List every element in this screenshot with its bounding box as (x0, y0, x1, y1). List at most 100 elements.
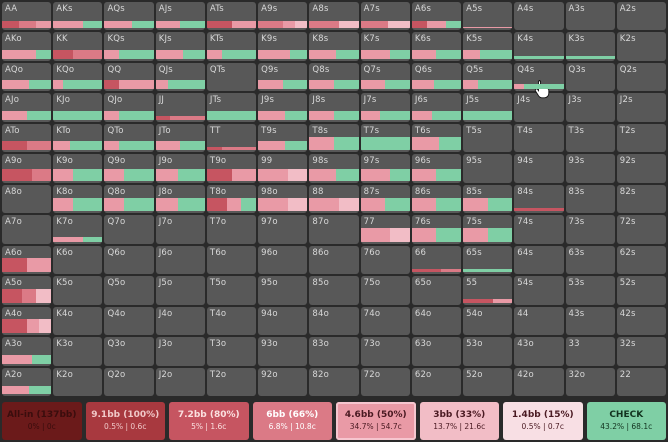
hand-cell-J4o[interactable]: J4o (155, 306, 205, 336)
hand-cell-A4o[interactable]: A4o (2, 306, 52, 336)
hand-cell-T8o[interactable]: T8o (206, 184, 257, 214)
hand-cell-T9s[interactable]: T9s (258, 123, 308, 153)
hand-cell-K6s[interactable]: K6s (411, 32, 462, 61)
hand-cell-83o[interactable]: 83o (309, 337, 359, 366)
hand-cell-A5o[interactable]: A5o (2, 276, 52, 305)
hand-cell-Q6o[interactable]: Q6o (104, 245, 154, 275)
hand-cell-A6s[interactable]: A6s (411, 2, 462, 31)
hand-cell-88[interactable]: 88 (309, 184, 359, 214)
hand-cell-76o[interactable]: 76o (360, 245, 410, 275)
hand-cell-42o[interactable]: 42o (514, 367, 564, 396)
hand-cell-53o[interactable]: 53o (463, 337, 513, 366)
hand-cell-KJs[interactable]: KJs (155, 32, 205, 61)
hand-cell-95o[interactable]: 95o (258, 276, 308, 305)
hand-cell-98o[interactable]: 98o (258, 184, 308, 214)
hand-cell-65s[interactable]: 65s (463, 245, 513, 275)
hand-cell-63o[interactable]: 63o (411, 337, 462, 366)
hand-cell-T4s[interactable]: T4s (514, 123, 564, 153)
hand-cell-K9o[interactable]: K9o (53, 154, 103, 183)
hand-cell-K2o[interactable]: K2o (53, 367, 103, 396)
hand-cell-T3s[interactable]: T3s (565, 123, 615, 153)
hand-cell-Q8o[interactable]: Q8o (104, 184, 154, 214)
hand-cell-93o[interactable]: 93o (258, 337, 308, 366)
hand-cell-J8s[interactable]: J8s (309, 93, 359, 122)
hand-cell-82s[interactable]: 82s (616, 184, 666, 214)
hand-cell-98s[interactable]: 98s (309, 154, 359, 183)
hand-cell-96s[interactable]: 96s (411, 154, 462, 183)
hand-cell-Q5s[interactable]: Q5s (463, 62, 513, 92)
hand-cell-J2s[interactable]: J2s (616, 93, 666, 122)
hand-cell-KJo[interactable]: KJo (53, 93, 103, 122)
hand-cell-Q4s[interactable]: Q4s (514, 62, 564, 92)
hand-cell-J8o[interactable]: J8o (155, 184, 205, 214)
hand-cell-K3o[interactable]: K3o (53, 337, 103, 366)
hand-cell-A3o[interactable]: A3o (2, 337, 52, 366)
hand-cell-A9o[interactable]: A9o (2, 154, 52, 183)
hand-cell-KTo[interactable]: KTo (53, 123, 103, 153)
hand-cell-Q9s[interactable]: Q9s (258, 62, 308, 92)
hand-cell-ATo[interactable]: ATo (2, 123, 52, 153)
hand-cell-J3s[interactable]: J3s (565, 93, 615, 122)
hand-cell-T7s[interactable]: T7s (360, 123, 410, 153)
hand-cell-A5s[interactable]: A5s (463, 2, 513, 31)
hand-cell-66[interactable]: 66 (411, 245, 462, 275)
hand-cell-82o[interactable]: 82o (309, 367, 359, 396)
hand-cell-T5s[interactable]: T5s (463, 123, 513, 153)
hand-cell-Q8s[interactable]: Q8s (309, 62, 359, 92)
hand-cell-86o[interactable]: 86o (309, 245, 359, 275)
hand-cell-KK[interactable]: KK (53, 32, 103, 61)
hand-cell-96o[interactable]: 96o (258, 245, 308, 275)
hand-cell-32s[interactable]: 32s (616, 337, 666, 366)
hand-cell-Q3o[interactable]: Q3o (104, 337, 154, 366)
hand-cell-T6s[interactable]: T6s (411, 123, 462, 153)
hand-cell-72s[interactable]: 72s (616, 215, 666, 244)
hand-cell-Q6s[interactable]: Q6s (411, 62, 462, 92)
hand-cell-Q2o[interactable]: Q2o (104, 367, 154, 396)
hand-cell-97s[interactable]: 97s (360, 154, 410, 183)
hand-cell-A3s[interactable]: A3s (565, 2, 615, 31)
hand-cell-32o[interactable]: 32o (565, 367, 615, 396)
hand-cell-54o[interactable]: 54o (463, 306, 513, 336)
hand-cell-K5s[interactable]: K5s (463, 32, 513, 61)
hand-cell-A4s[interactable]: A4s (514, 2, 564, 31)
hand-cell-A8o[interactable]: A8o (2, 184, 52, 214)
hand-cell-K6o[interactable]: K6o (53, 245, 103, 275)
hand-cell-T9o[interactable]: T9o (206, 154, 257, 183)
hand-cell-62s[interactable]: 62s (616, 245, 666, 275)
hand-cell-44[interactable]: 44 (514, 306, 564, 336)
action-button-4[interactable]: 4.6bb (50%) 34.7% | 54.7c (336, 402, 416, 440)
hand-cell-72o[interactable]: 72o (360, 367, 410, 396)
hand-cell-95s[interactable]: 95s (463, 154, 513, 183)
action-button-5[interactable]: 3bb (33%) 13.7% | 21.6c (419, 402, 499, 440)
hand-cell-A7s[interactable]: A7s (360, 2, 410, 31)
hand-cell-AJo[interactable]: AJo (2, 93, 52, 122)
hand-cell-76s[interactable]: 76s (411, 215, 462, 244)
hand-cell-J9o[interactable]: J9o (155, 154, 205, 183)
action-button-6[interactable]: 1.4bb (15%) 0.5% | 0.7c (503, 402, 583, 440)
hand-cell-43s[interactable]: 43s (565, 306, 615, 336)
hand-cell-J4s[interactable]: J4s (514, 93, 564, 122)
hand-cell-K8o[interactable]: K8o (53, 184, 103, 214)
hand-cell-K7s[interactable]: K7s (360, 32, 410, 61)
hand-cell-T2o[interactable]: T2o (206, 367, 257, 396)
hand-cell-AKs[interactable]: AKs (53, 2, 103, 31)
hand-cell-T2s[interactable]: T2s (616, 123, 666, 153)
hand-cell-86s[interactable]: 86s (411, 184, 462, 214)
action-button-2[interactable]: 7.2bb (80%) 5% | 1.6c (169, 402, 249, 440)
hand-cell-T3o[interactable]: T3o (206, 337, 257, 366)
hand-cell-J9s[interactable]: J9s (258, 93, 308, 122)
hand-cell-KQo[interactable]: KQo (53, 62, 103, 92)
hand-cell-Q4o[interactable]: Q4o (104, 306, 154, 336)
hand-cell-64s[interactable]: 64s (514, 245, 564, 275)
hand-cell-73s[interactable]: 73s (565, 215, 615, 244)
hand-cell-85o[interactable]: 85o (309, 276, 359, 305)
hand-cell-TT[interactable]: TT (206, 123, 257, 153)
hand-cell-JJ[interactable]: JJ (155, 93, 205, 122)
hand-cell-52o[interactable]: 52o (463, 367, 513, 396)
hand-cell-T7o[interactable]: T7o (206, 215, 257, 244)
hand-cell-43o[interactable]: 43o (514, 337, 564, 366)
hand-cell-73o[interactable]: 73o (360, 337, 410, 366)
hand-cell-92o[interactable]: 92o (258, 367, 308, 396)
hand-cell-Q7s[interactable]: Q7s (360, 62, 410, 92)
hand-cell-QJo[interactable]: QJo (104, 93, 154, 122)
